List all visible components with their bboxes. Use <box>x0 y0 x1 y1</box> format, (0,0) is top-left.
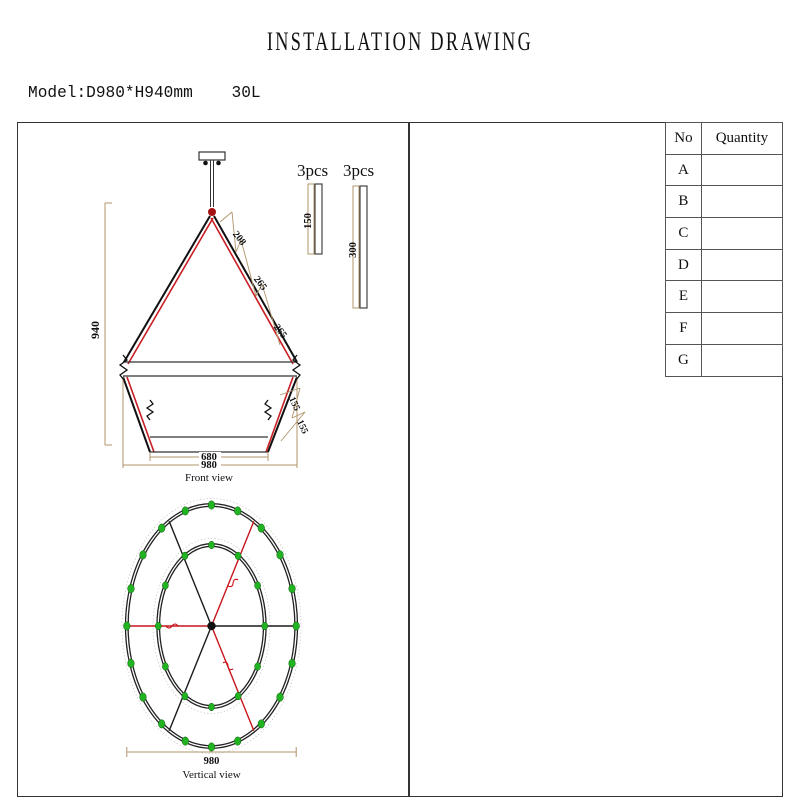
svg-text:208: 208 <box>230 229 248 248</box>
svg-text:3pcs: 3pcs <box>343 161 374 180</box>
svg-text:3pcs: 3pcs <box>297 161 328 180</box>
svg-text:300: 300 <box>348 242 359 258</box>
svg-text:980: 980 <box>204 756 220 767</box>
svg-text:155: 155 <box>286 396 301 413</box>
svg-text:940: 940 <box>88 321 102 339</box>
svg-text:Vertical view: Vertical view <box>182 769 240 781</box>
svg-text:265: 265 <box>251 274 269 293</box>
svg-text:980: 980 <box>201 460 217 471</box>
svg-text:150: 150 <box>303 213 314 229</box>
svg-text:Front view: Front view <box>185 472 233 484</box>
